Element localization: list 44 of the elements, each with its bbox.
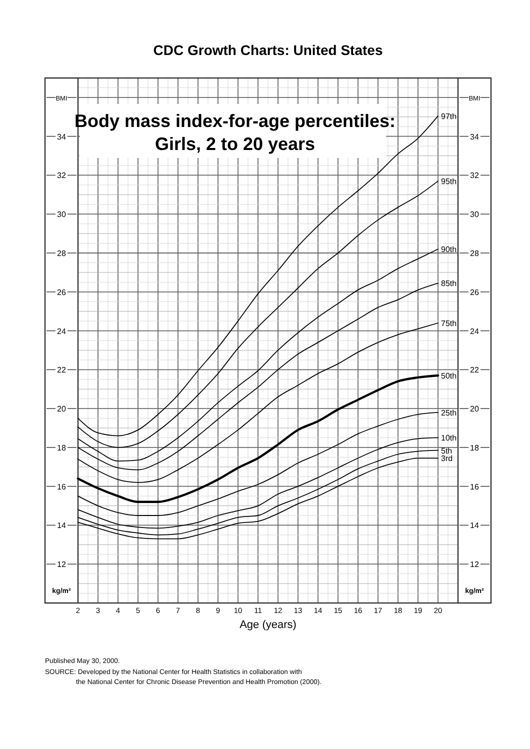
y2-tick-label: 12 — [470, 560, 480, 570]
y2-tick-label: 24 — [470, 326, 480, 336]
y-tick-label: 28 — [57, 249, 66, 258]
y-tick-label: 22 — [57, 366, 66, 375]
y2-tick-label: 32 — [470, 171, 480, 180]
y-tick-label: 14 — [57, 521, 66, 530]
series-label: 25th — [441, 408, 457, 418]
y2-tick-label: 28 — [470, 249, 480, 258]
chart-title: CDC Growth Charts: United States — [153, 42, 383, 58]
y2-tick-label: 14 — [470, 521, 480, 530]
series-label: 90th — [441, 245, 457, 254]
series-label: 5th — [441, 446, 452, 456]
y-tick-label: 20 — [57, 404, 66, 414]
series-label: 97th — [441, 112, 457, 121]
line-series — [78, 282, 438, 470]
line-series — [78, 248, 438, 462]
series-label: 75th — [441, 319, 457, 328]
series-label: 50th — [441, 372, 457, 380]
line-series — [78, 180, 438, 448]
y2-tick-label: 26 — [470, 288, 480, 297]
y-tick-label: 18 — [57, 443, 66, 452]
line-series — [78, 437, 438, 529]
y2-tick-label: 20 — [470, 404, 480, 414]
y2-tick-label: 30 — [470, 210, 480, 220]
y-tick-label: 16 — [57, 482, 66, 492]
series-label: 95th — [441, 177, 457, 186]
line-series — [78, 412, 438, 516]
y-tick-label: 30 — [57, 210, 66, 220]
line-series — [78, 115, 438, 436]
series-label: 85th — [441, 279, 457, 288]
series-label: 3rd — [441, 454, 453, 464]
y-tick-label: 12 — [57, 560, 66, 570]
line-series — [76, 374, 440, 503]
y2-tick-label: 22 — [470, 366, 480, 375]
series-label: 10th — [441, 434, 457, 443]
y-tick-label: 34 — [57, 132, 66, 142]
y2-tick-label: 18 — [470, 443, 480, 452]
y-tick-label: 32 — [57, 171, 66, 180]
y2-tick-label: 34 — [470, 132, 480, 142]
y2-tick-label: 16 — [470, 482, 480, 492]
x-axis-title: Age (years) — [240, 619, 296, 631]
y-tick-label: 24 — [57, 326, 66, 336]
y-tick-label: 26 — [57, 288, 66, 297]
line-series — [78, 322, 438, 483]
